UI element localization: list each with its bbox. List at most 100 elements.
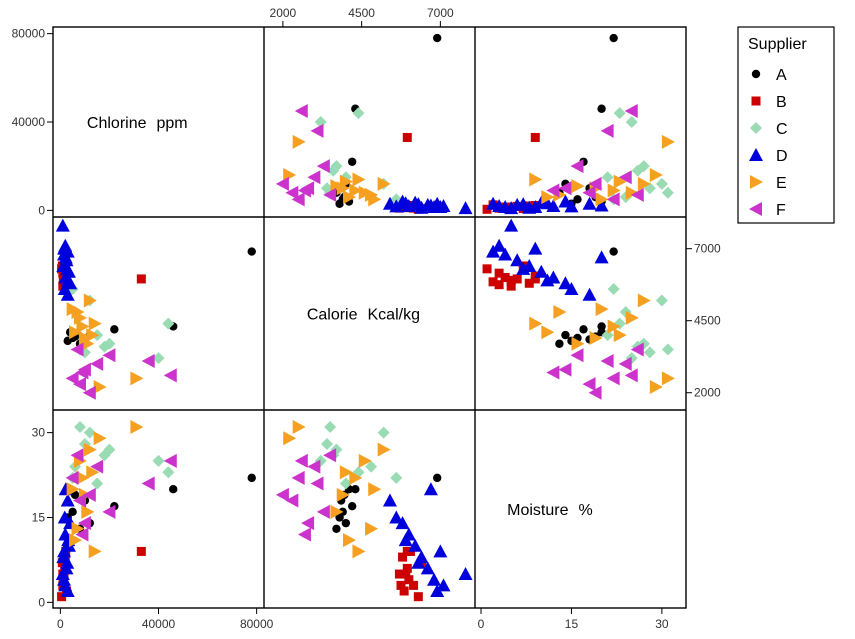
point-e [529, 172, 543, 187]
point-d [528, 200, 543, 214]
point-d [58, 250, 73, 264]
point-c [320, 437, 333, 450]
point-d [504, 218, 519, 232]
point-b [494, 268, 504, 278]
point-d [60, 493, 75, 507]
point-f [82, 487, 96, 502]
y-tick-label-chlorine: 0 [38, 203, 45, 217]
point-f [323, 448, 337, 463]
point-d [582, 196, 597, 210]
point-b [396, 580, 406, 590]
point-e [649, 379, 663, 394]
point-f [70, 342, 84, 357]
point-e [86, 465, 100, 480]
point-f [294, 453, 308, 468]
point-f [630, 342, 644, 357]
point-e [541, 325, 555, 340]
point-d [433, 544, 448, 558]
point-b [399, 586, 409, 596]
point-f [291, 470, 305, 485]
point-f [297, 183, 311, 198]
point-f [546, 183, 560, 198]
point-c [365, 460, 378, 473]
point-e [86, 328, 100, 343]
point-d [486, 196, 501, 210]
legend-label-c: C [776, 121, 788, 138]
legend-title: Supplier [748, 36, 807, 53]
point-f [102, 348, 116, 363]
point-e [343, 533, 357, 548]
variable-unit-chlorine: ppm [157, 115, 188, 132]
point-d [534, 264, 549, 278]
point-c [339, 477, 352, 490]
point-f [77, 516, 91, 531]
y-tick-label-calorie: 4500 [694, 314, 721, 328]
point-d [61, 273, 76, 287]
point-d [60, 287, 75, 301]
point-d [510, 253, 525, 267]
point-e [649, 168, 663, 183]
x-tick-label-calorie: 4500 [348, 6, 375, 20]
point-f [141, 354, 155, 369]
point-d [427, 572, 442, 586]
variable-name-moisture: Moisture [507, 502, 568, 519]
point-b [136, 546, 146, 556]
point-d [558, 276, 573, 290]
point-e [625, 310, 639, 325]
point-d [433, 200, 448, 214]
point-c [601, 329, 614, 342]
point-f [570, 159, 584, 174]
point-b [402, 563, 412, 573]
x-tick-label-moisture: 15 [565, 617, 579, 631]
point-e [352, 172, 366, 187]
point-e [589, 330, 603, 345]
point-e [66, 482, 80, 497]
point-f [606, 371, 620, 386]
point-d [516, 261, 531, 275]
point-a [335, 513, 344, 522]
x-tick-label-moisture: 0 [478, 617, 485, 631]
point-c [643, 346, 656, 359]
point-e [76, 470, 90, 485]
point-e [571, 179, 585, 194]
point-c [73, 420, 86, 433]
point-e [358, 453, 372, 468]
point-e [71, 521, 85, 536]
point-a [169, 485, 178, 494]
point-f [630, 187, 644, 202]
point-d [423, 482, 438, 496]
point-f [141, 476, 155, 491]
point-c [661, 186, 674, 199]
point-c [625, 116, 638, 128]
point-f [624, 103, 638, 118]
point-a [247, 247, 256, 256]
point-e [283, 431, 297, 446]
point-d [398, 196, 413, 210]
point-e [637, 293, 651, 308]
legend-marker-c [750, 122, 762, 134]
point-e [377, 176, 391, 191]
point-c [98, 449, 111, 462]
point-f [297, 527, 311, 542]
variable-unit-moisture: % [579, 502, 593, 519]
point-e [637, 176, 651, 191]
point-a [347, 501, 357, 511]
panel-chlorine-vs-moisture [482, 33, 675, 215]
point-b [413, 592, 423, 602]
point-e [571, 336, 585, 351]
point-e [595, 192, 609, 207]
point-e [130, 419, 144, 434]
point-a [609, 33, 618, 43]
panel-moisture-vs-calorie [275, 419, 473, 602]
x-tick-label-calorie: 2000 [270, 6, 297, 20]
point-d [398, 533, 413, 547]
point-e [607, 319, 621, 334]
point-e [88, 316, 102, 331]
point-e [69, 325, 83, 340]
y-tick-label-moisture: 0 [38, 595, 45, 609]
point-d [458, 567, 473, 581]
point-c [83, 426, 96, 439]
point-f [275, 487, 289, 502]
point-e [339, 465, 353, 480]
point-d [55, 218, 70, 232]
